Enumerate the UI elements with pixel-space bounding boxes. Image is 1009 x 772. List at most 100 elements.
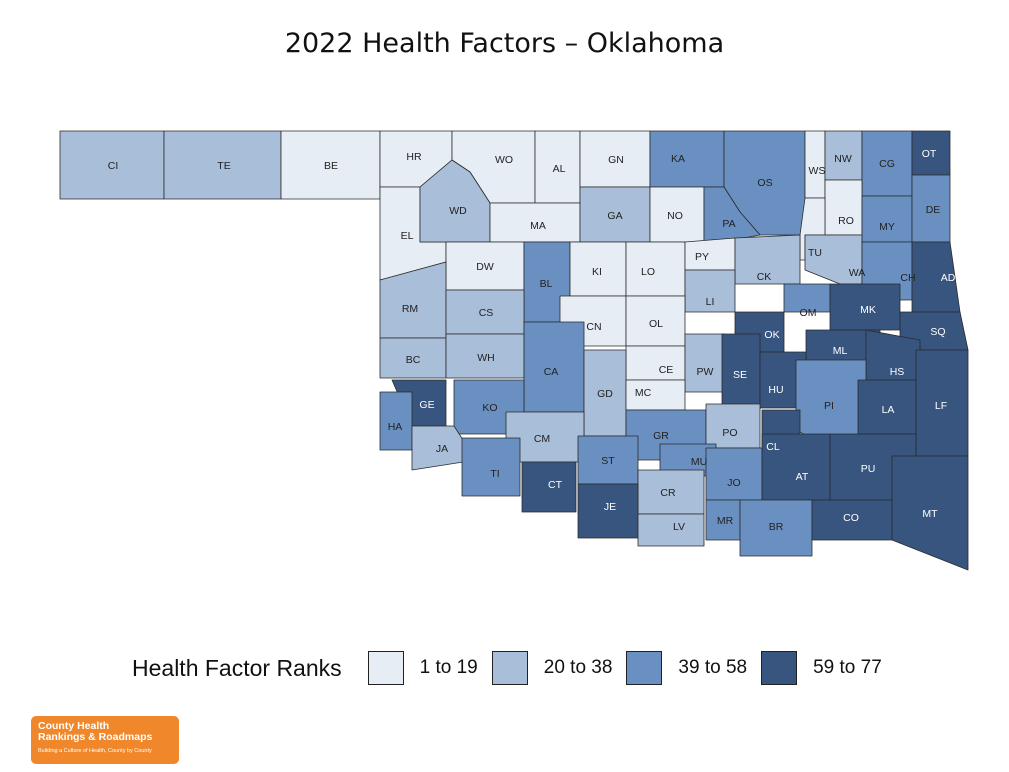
county-ka — [649, 130, 725, 188]
county-label-ck: CK — [757, 271, 772, 283]
county-label-pw: PW — [697, 366, 714, 378]
county-label-gd: GD — [597, 388, 613, 400]
county-label-ro: RO — [838, 215, 854, 227]
county-label-mc: MC — [635, 387, 652, 399]
county-label-ti: TI — [490, 468, 499, 480]
county-label-os: OS — [757, 177, 772, 189]
county-label-ch: CH — [900, 272, 915, 284]
county-label-be: BE — [324, 160, 338, 172]
county-label-de: DE — [926, 204, 941, 216]
legend-label: 59 to 77 — [813, 657, 882, 678]
county-label-sq: SQ — [930, 326, 945, 338]
county-label-ja: JA — [436, 443, 448, 455]
county-pw — [684, 333, 726, 393]
county-label-ca: CA — [544, 366, 559, 378]
county-label-te: TE — [217, 160, 230, 172]
county-label-cs: CS — [479, 307, 494, 319]
county-label-st: ST — [601, 455, 615, 467]
county-mt — [891, 455, 969, 571]
county-label-rm: RM — [402, 303, 418, 315]
county-label-pu: PU — [861, 463, 876, 475]
county-label-cn: CN — [586, 321, 601, 333]
county-label-wo: WO — [495, 154, 513, 166]
county-label-ws: WS — [809, 165, 826, 177]
county-label-cg: CG — [879, 158, 895, 170]
legend-item-20-38: 20 to 38 — [491, 651, 613, 685]
county-label-hs: HS — [890, 366, 905, 378]
county-label-wh: WH — [477, 352, 495, 364]
county-label-my: MY — [879, 221, 895, 233]
legend-label: 39 to 58 — [678, 657, 748, 678]
county-label-ol: OL — [649, 318, 663, 330]
county-label-se: SE — [733, 369, 747, 381]
county-label-li: LI — [706, 296, 715, 308]
legend-swatch — [367, 651, 404, 685]
county-label-la: LA — [882, 404, 895, 416]
legend-item-1-19: 1 to 19 — [367, 651, 478, 685]
county-label-ct: CT — [548, 479, 563, 491]
logo-line-2: Rankings & Roadmaps — [38, 731, 153, 743]
county-ti — [461, 437, 521, 497]
county-label-ok: OK — [764, 329, 779, 341]
county-br — [739, 499, 813, 557]
logo-line-1: County Health — [38, 720, 110, 732]
county-label-dw: DW — [476, 261, 494, 273]
county-jo — [705, 447, 763, 501]
county-lv — [637, 513, 705, 547]
logo-tagline: Building a Culture of Health, County by … — [38, 748, 152, 754]
county-label-hu: HU — [768, 384, 783, 396]
county-ce — [625, 345, 686, 381]
county-label-bl: BL — [540, 278, 553, 290]
legend-item-59-77: 59 to 77 — [761, 651, 882, 685]
county-label-mk: MK — [860, 304, 876, 316]
county-label-gr: GR — [653, 430, 669, 442]
county-label-ge: GE — [419, 399, 434, 411]
county-label-ma: MA — [530, 220, 546, 232]
county-label-ka: KA — [671, 153, 685, 165]
county-label-po: PO — [722, 427, 737, 439]
county-label-ko: KO — [482, 402, 497, 414]
county-label-ha: HA — [388, 421, 403, 433]
county-label-bc: BC — [406, 354, 421, 366]
county-label-ot: OT — [922, 148, 937, 160]
legend-swatch — [491, 651, 528, 685]
county-label-nw: NW — [834, 153, 852, 165]
legend-label: 20 to 38 — [543, 657, 613, 678]
county-health-rankings-logo: County Health Rankings & Roadmaps Buildi… — [31, 716, 179, 764]
county-label-ci: CI — [108, 160, 119, 172]
county-label-wa: WA — [849, 267, 866, 279]
county-label-gn: GN — [608, 154, 624, 166]
county-label-cr: CR — [660, 487, 676, 499]
county-my — [861, 195, 913, 243]
county-label-ki: KI — [592, 266, 602, 278]
county-label-ad: AD — [941, 272, 956, 284]
county-label-mu: MU — [691, 456, 707, 468]
county-ct — [521, 461, 577, 513]
county-label-om: OM — [800, 307, 817, 319]
county-lo — [625, 241, 686, 297]
county-label-lo: LO — [641, 266, 655, 278]
county-label-py: PY — [695, 251, 709, 263]
county-label-ga: GA — [607, 210, 622, 222]
map-title: 2022 Health Factors – Oklahoma — [284, 28, 725, 59]
county-label-lf: LF — [935, 400, 947, 412]
legend-swatch — [626, 651, 663, 685]
county-label-pi: PI — [824, 400, 834, 412]
county-label-ml: ML — [833, 345, 848, 357]
legend-title: Health Factor Ranks — [132, 654, 342, 681]
county-label-al: AL — [553, 163, 566, 175]
county-label-jo: JO — [727, 477, 740, 489]
county-label-je: JE — [604, 501, 616, 513]
county-label-mt: MT — [922, 508, 938, 520]
county-label-cm: CM — [534, 433, 550, 445]
county-label-no: NO — [667, 210, 683, 222]
county-label-at: AT — [796, 471, 809, 483]
county-label-el: EL — [401, 230, 414, 242]
county-label-br: BR — [769, 521, 784, 533]
legend-item-39-58: 39 to 58 — [626, 651, 747, 685]
county-label-mr: MR — [717, 515, 734, 527]
legend-swatch — [761, 651, 798, 685]
county-label-ce: CE — [659, 364, 674, 376]
county-py — [684, 237, 736, 271]
